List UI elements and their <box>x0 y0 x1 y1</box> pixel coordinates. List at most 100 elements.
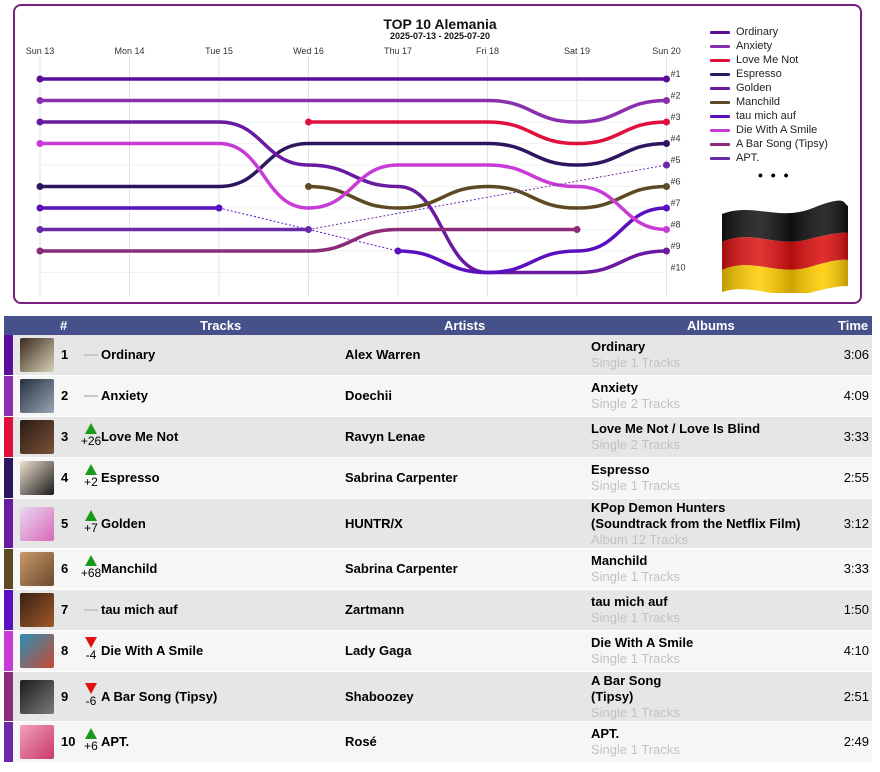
rank-change-value: +68 <box>80 566 102 580</box>
album-cover-image[interactable] <box>20 506 54 541</box>
row-color-bar <box>4 458 13 498</box>
track-title[interactable]: A Bar Song (Tipsy) <box>101 688 218 704</box>
table-row[interactable]: 6 +68 Manchild Sabrina Carpenter Manchild Sin… <box>4 549 872 590</box>
legend-item: Die With A Smile <box>710 123 860 137</box>
arrow-up-icon <box>85 509 97 521</box>
table-row[interactable]: 5 +7 Golden HUNTR/X KPop Demon Hunters (Sound… <box>4 499 872 549</box>
album-cover-image[interactable] <box>20 725 54 759</box>
album-cell[interactable]: tau mich auf Single 1 Tracks <box>591 594 826 626</box>
table-row[interactable]: 4 +2 Espresso Sabrina Carpenter Espresso Sing… <box>4 458 872 499</box>
album-title: A Bar Song <box>591 672 662 688</box>
album-cell[interactable]: Espresso Single 1 Tracks <box>591 462 826 494</box>
artist-name[interactable]: Lady Gaga <box>345 643 412 658</box>
rank-number: 1 <box>61 347 69 362</box>
album-cell[interactable]: Manchild Single 1 Tracks <box>591 553 826 585</box>
table-row[interactable]: 3 +26 Love Me Not Ravyn Lenae Love Me Not / … <box>4 417 872 458</box>
bump-chart: Sun 13 Mon 14 Tue 15 Wed 16 Thu 17 Fri 18 Sat … <box>26 46 686 296</box>
track-title[interactable]: Golden <box>101 515 146 531</box>
row-color-bar <box>4 672 13 721</box>
track-title[interactable]: Ordinary <box>101 347 156 362</box>
album-title: KPop Demon Hunters <box>591 499 726 515</box>
legend-label: A Bar Song (Tipsy) <box>736 138 828 150</box>
artist-name[interactable]: Zartmann <box>345 602 405 617</box>
arrow-up-icon <box>85 464 97 475</box>
album-cell[interactable]: Anxiety Single 2 Tracks <box>591 380 826 412</box>
legend-item: Manchild <box>710 95 860 109</box>
series-line <box>38 141 669 189</box>
rank-number: 10 <box>61 734 76 749</box>
legend-label: Espresso <box>736 68 782 80</box>
series-line <box>306 184 669 210</box>
album-cell[interactable]: Love Me Not / Love Is Blind Single 2 Trac… <box>591 421 826 453</box>
rank-label: #7 <box>671 198 681 208</box>
track-duration: 2:55 <box>843 470 869 485</box>
album-cover-image[interactable] <box>20 338 54 372</box>
table-row[interactable]: 1 Ordinary Alex Warren Ordinary Single 1 Tra… <box>4 335 872 376</box>
rank-number: 9 <box>61 688 69 704</box>
artist-name[interactable]: Rosé <box>345 734 377 749</box>
legend-label: Manchild <box>736 96 781 108</box>
series-point <box>305 118 312 126</box>
rank-change-value: +7 <box>84 520 98 535</box>
album-cover-image[interactable] <box>20 593 54 627</box>
artist-name[interactable]: Doechii <box>345 388 392 403</box>
chart-table: # Tracks Artists Albums Time 1 Ordinary Al… <box>4 316 872 763</box>
row-color-bar <box>4 335 13 375</box>
album-cell[interactable]: KPop Demon Hunters (Soundtrack from the N… <box>591 500 826 548</box>
artist-name[interactable]: Ravyn Lenae <box>345 429 426 444</box>
legend-swatch <box>710 156 730 160</box>
track-duration: 4:10 <box>843 643 869 658</box>
table-row[interactable]: 10 +6 APT. Rosé APT. Single 1 Tracks 2:49 <box>4 722 872 763</box>
album-cover-image[interactable] <box>20 420 54 454</box>
col-artists-header: Artists <box>444 318 486 333</box>
artist-name[interactable]: Sabrina Carpenter <box>345 561 458 576</box>
series-point <box>663 161 670 169</box>
legend-swatch <box>710 30 730 34</box>
artist-name[interactable]: Sabrina Carpenter <box>345 470 458 485</box>
album-cover-image[interactable] <box>20 634 54 668</box>
table-row[interactable]: 2 Anxiety Doechii Anxiety Single 2 Tracks 4:0… <box>4 376 872 417</box>
artist-name[interactable]: Shaboozey <box>345 688 414 704</box>
album-cell[interactable]: Ordinary Single 1 Tracks <box>591 339 826 371</box>
rank-label: #8 <box>671 220 681 230</box>
album-meta: Single 2 Tracks <box>591 396 680 411</box>
track-title[interactable]: Die With A Smile <box>101 643 204 658</box>
track-title[interactable]: Manchild <box>101 561 158 576</box>
track-title[interactable]: APT. <box>101 734 130 749</box>
legend-label: tau mich auf <box>736 110 796 122</box>
track-title[interactable]: tau mich auf <box>101 602 178 617</box>
row-color-bar <box>4 376 13 416</box>
chart-subtitle: 2025-07-13 - 2025-07-20 <box>389 31 491 41</box>
rank-change: -4 <box>79 637 103 662</box>
artist-name[interactable]: HUNTR/X <box>345 515 403 531</box>
x-tick-label: Wed 16 <box>293 46 324 56</box>
x-tick-label: Mon 14 <box>114 46 144 56</box>
rank-change: +26 <box>79 423 103 448</box>
album-cover-image[interactable] <box>20 552 54 586</box>
album-cell[interactable]: A Bar Song (Tipsy) Single 1 Tracks <box>591 673 826 721</box>
album-cover-image[interactable] <box>20 379 54 413</box>
artist-name[interactable]: Alex Warren <box>345 347 421 362</box>
track-title[interactable]: Espresso <box>101 470 160 485</box>
album-meta: Single 1 Tracks <box>591 742 680 757</box>
album-cell[interactable]: Die With A Smile Single 1 Tracks <box>591 635 826 667</box>
track-title[interactable]: Love Me Not <box>101 429 179 444</box>
legend-label: Ordinary <box>736 26 779 38</box>
arrow-up-icon <box>85 728 97 739</box>
x-tick-label: Tue 15 <box>205 46 233 56</box>
table-row[interactable]: 7 tau mich auf Zartmann tau mich auf Single … <box>4 590 872 631</box>
album-cover-image[interactable] <box>20 679 54 714</box>
album-cell[interactable]: APT. Single 1 Tracks <box>591 726 826 758</box>
table-row[interactable]: 8 -4 Die With A Smile Lady Gaga Die With A S… <box>4 631 872 672</box>
series-line <box>396 206 669 275</box>
track-title[interactable]: Anxiety <box>101 388 148 403</box>
track-duration: 3:12 <box>843 515 869 531</box>
legend-swatch <box>710 58 730 62</box>
legend-label: Golden <box>736 82 772 94</box>
album-cover-image[interactable] <box>20 461 54 495</box>
row-color-bar <box>4 722 13 762</box>
row-color-bar <box>4 417 13 457</box>
rank-number: 3 <box>61 429 69 444</box>
table-row[interactable]: 9 -6 A Bar Song (Tipsy) Shaboozey A Bar Song… <box>4 672 872 722</box>
album-title: Love Me Not / Love Is Blind <box>591 421 761 436</box>
